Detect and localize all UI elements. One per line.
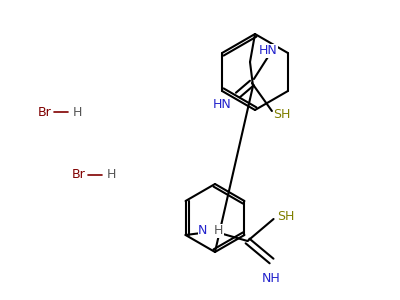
Text: SH: SH: [273, 109, 290, 122]
Text: NH: NH: [262, 272, 281, 286]
Text: HN: HN: [212, 98, 231, 112]
Text: H: H: [214, 224, 223, 238]
Text: Br: Br: [72, 169, 86, 182]
Text: Br: Br: [38, 106, 52, 118]
Text: H: H: [107, 169, 116, 182]
Text: H: H: [73, 106, 82, 118]
Text: SH: SH: [277, 211, 294, 224]
Text: N: N: [198, 224, 208, 238]
Text: HN: HN: [258, 44, 277, 58]
